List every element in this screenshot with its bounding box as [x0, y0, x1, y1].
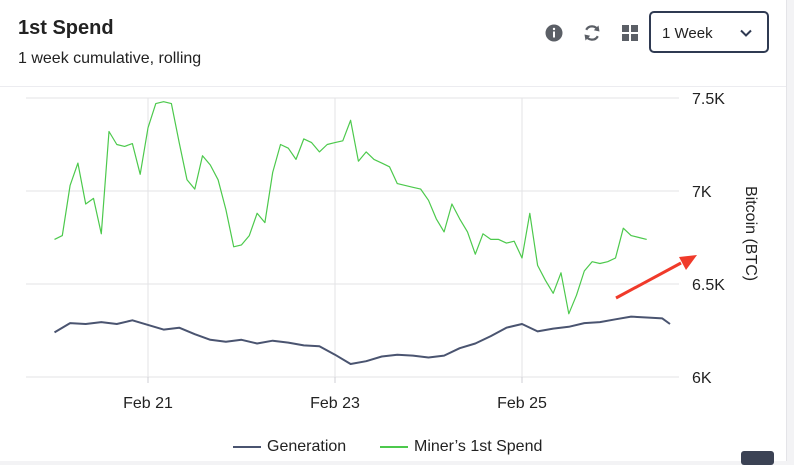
series-layer — [53, 101, 671, 365]
x-axis-ticks: Feb 21 Feb 23 Feb 25 — [123, 377, 547, 412]
y-tick-label: 6.5K — [692, 277, 725, 294]
x-tick-label: Feb 21 — [123, 395, 173, 412]
legend-label-first-spend: Miner’s 1st Spend — [414, 438, 543, 455]
legend-item-first-spend[interactable]: Miner’s 1st Spend — [380, 436, 542, 458]
period-select[interactable]: 1 Week — [649, 11, 769, 53]
x-tick-label: Feb 25 — [497, 395, 547, 412]
y-axis-label: Bitcoin (BTC) — [742, 186, 759, 281]
y-tick-label: 6K — [692, 370, 712, 387]
card-header: 1st Spend 1 week cumulative, rolling 1 W… — [0, 0, 786, 87]
refresh-icon[interactable] — [581, 22, 603, 44]
y-axis-ticks: 6K 6.5K 7K 7.5K — [692, 91, 725, 387]
y-tick-label: 7K — [692, 184, 712, 201]
chart-subtitle: 1 week cumulative, rolling — [18, 50, 202, 67]
grid-lines — [26, 97, 679, 378]
chart-area: 6K 6.5K 7K 7.5K Feb 21 Feb 23 Feb 25 Bitcoin … — [26, 91, 759, 412]
period-select-value: 1 Week — [662, 25, 713, 42]
series-line-first-spend — [54, 101, 647, 315]
chart-title: 1st Spend — [18, 17, 114, 39]
series-line-generation — [53, 315, 671, 365]
info-icon[interactable] — [543, 22, 565, 44]
chevron-down-icon — [740, 29, 752, 37]
corner-button[interactable] — [741, 451, 774, 465]
x-tick-label: Feb 23 — [310, 395, 360, 412]
grid-icon[interactable] — [619, 22, 641, 44]
annotation-arrow — [615, 255, 697, 300]
legend-item-generation[interactable]: Generation — [233, 436, 346, 458]
legend-swatch-first-spend — [380, 446, 408, 448]
legend-swatch-generation — [233, 446, 261, 448]
y-tick-label: 7.5K — [692, 91, 725, 108]
legend-label-generation: Generation — [267, 438, 347, 455]
